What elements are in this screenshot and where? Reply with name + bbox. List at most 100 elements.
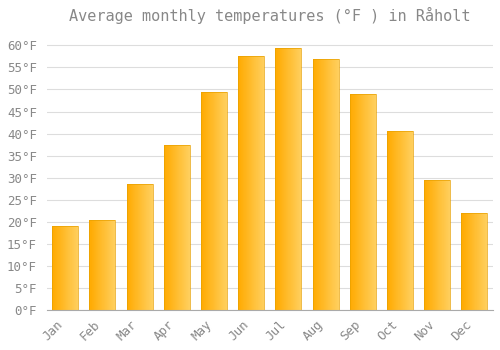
- Bar: [353, 94, 354, 310]
- Bar: [427, 180, 428, 310]
- Bar: [60, 226, 61, 310]
- Bar: [103, 220, 104, 310]
- Bar: [278, 48, 279, 310]
- Bar: [253, 56, 254, 310]
- Bar: [55, 226, 56, 310]
- Bar: [54, 226, 55, 310]
- Bar: [110, 220, 111, 310]
- Bar: [166, 145, 167, 310]
- Bar: [290, 48, 291, 310]
- Bar: [286, 48, 287, 310]
- Bar: [397, 132, 398, 310]
- Bar: [336, 58, 337, 310]
- Bar: [469, 213, 470, 310]
- Bar: [72, 226, 73, 310]
- Bar: [424, 180, 450, 310]
- Bar: [293, 48, 294, 310]
- Bar: [430, 180, 431, 310]
- Bar: [260, 56, 261, 310]
- Bar: [142, 184, 143, 310]
- Bar: [207, 92, 208, 310]
- Bar: [467, 213, 468, 310]
- Bar: [288, 48, 289, 310]
- Bar: [334, 58, 335, 310]
- Bar: [441, 180, 442, 310]
- Bar: [403, 132, 404, 310]
- Bar: [77, 226, 78, 310]
- Bar: [261, 56, 262, 310]
- Bar: [225, 92, 226, 310]
- Bar: [127, 184, 128, 310]
- Bar: [398, 132, 399, 310]
- Bar: [401, 132, 402, 310]
- Bar: [184, 145, 185, 310]
- Bar: [289, 48, 290, 310]
- Bar: [141, 184, 142, 310]
- Bar: [395, 132, 396, 310]
- Bar: [313, 58, 314, 310]
- Bar: [53, 226, 54, 310]
- Bar: [360, 94, 361, 310]
- Bar: [436, 180, 438, 310]
- Bar: [113, 220, 114, 310]
- Bar: [399, 132, 400, 310]
- Bar: [208, 92, 209, 310]
- Bar: [287, 48, 288, 310]
- Bar: [444, 180, 445, 310]
- Bar: [320, 58, 321, 310]
- Bar: [242, 56, 243, 310]
- Bar: [238, 56, 239, 310]
- Bar: [432, 180, 433, 310]
- Bar: [202, 92, 203, 310]
- Bar: [428, 180, 429, 310]
- Bar: [396, 132, 397, 310]
- Bar: [448, 180, 449, 310]
- Bar: [93, 220, 94, 310]
- Bar: [276, 48, 301, 310]
- Bar: [95, 220, 96, 310]
- Bar: [249, 56, 250, 310]
- Bar: [179, 145, 180, 310]
- Bar: [367, 94, 368, 310]
- Bar: [474, 213, 475, 310]
- Bar: [90, 220, 91, 310]
- Bar: [364, 94, 365, 310]
- Bar: [479, 213, 480, 310]
- Bar: [337, 58, 338, 310]
- Bar: [328, 58, 329, 310]
- Bar: [400, 132, 401, 310]
- Bar: [262, 56, 263, 310]
- Bar: [176, 145, 177, 310]
- Bar: [483, 213, 484, 310]
- Bar: [356, 94, 357, 310]
- Bar: [57, 226, 58, 310]
- Bar: [445, 180, 446, 310]
- Bar: [201, 92, 227, 310]
- Bar: [109, 220, 110, 310]
- Bar: [435, 180, 436, 310]
- Bar: [350, 94, 351, 310]
- Bar: [98, 220, 99, 310]
- Bar: [167, 145, 168, 310]
- Bar: [76, 226, 77, 310]
- Bar: [322, 58, 323, 310]
- Bar: [215, 92, 216, 310]
- Bar: [443, 180, 444, 310]
- Bar: [315, 58, 316, 310]
- Bar: [392, 132, 393, 310]
- Bar: [394, 132, 395, 310]
- Bar: [350, 94, 376, 310]
- Bar: [363, 94, 364, 310]
- Bar: [210, 92, 211, 310]
- Bar: [183, 145, 184, 310]
- Bar: [222, 92, 223, 310]
- Bar: [255, 56, 256, 310]
- Bar: [412, 132, 413, 310]
- Bar: [63, 226, 64, 310]
- Bar: [223, 92, 224, 310]
- Bar: [352, 94, 353, 310]
- Bar: [276, 48, 277, 310]
- Bar: [258, 56, 259, 310]
- Bar: [134, 184, 135, 310]
- Bar: [115, 220, 116, 310]
